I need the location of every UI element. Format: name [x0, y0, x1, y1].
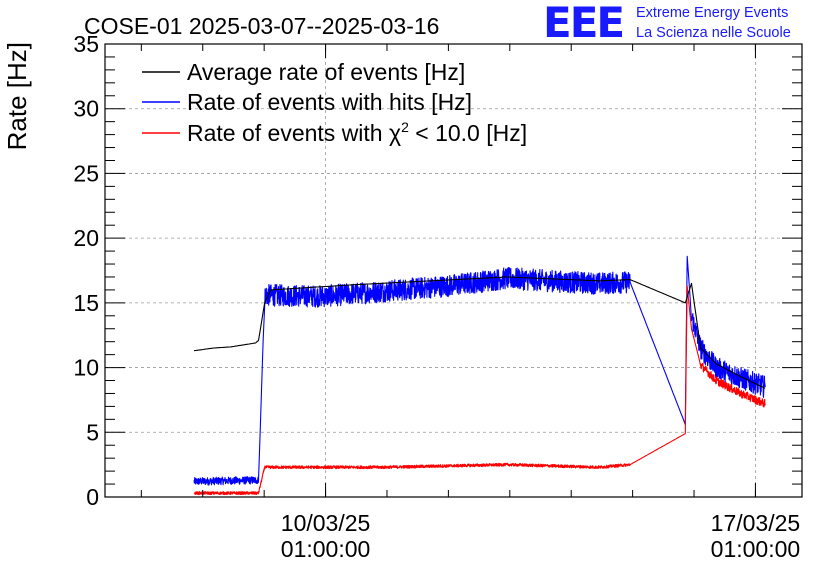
- legend-label-hits: Rate of events with hits [Hz]: [187, 89, 472, 115]
- org-name-line2: La Scienza nelle Scuole: [636, 25, 791, 41]
- legend-label-chi2-rest: < 10.0 [Hz]: [409, 120, 527, 146]
- plot-frame: [104, 43, 803, 498]
- y-tick-label: 25: [73, 160, 99, 186]
- y-axis-label: Rate [Hz]: [2, 42, 32, 150]
- series-line-1: [193, 255, 766, 486]
- y-tick-label: 15: [73, 290, 99, 316]
- y-tick-label: 5: [86, 419, 99, 445]
- y-axis: 0 5 10 15 20 25 30 35: [73, 31, 802, 510]
- y-tick-label: 35: [73, 31, 99, 57]
- y-tick-label: 10: [73, 355, 99, 381]
- legend-label-chi2-sup: 2: [401, 119, 409, 135]
- legend-label-average: Average rate of events [Hz]: [187, 59, 465, 85]
- legend: Average rate of events [Hz] Rate of even…: [142, 59, 527, 146]
- legend-label-chi2: Rate of events with χ2 < 10.0 [Hz]: [187, 119, 527, 146]
- eee-logo: EEE: [543, 0, 625, 47]
- series-line-2: [193, 285, 766, 496]
- x-tick-label-date: 10/03/25: [281, 510, 371, 536]
- x-tick-label-time: 01:00:00: [281, 536, 371, 562]
- org-name-line1: Extreme Energy Events: [636, 5, 789, 21]
- legend-label-chi2-main: Rate of events with χ: [187, 120, 401, 146]
- series-line-0: [193, 276, 766, 389]
- y-tick-label: 30: [73, 96, 99, 122]
- grid: [105, 44, 802, 497]
- y-tick-label: 20: [73, 225, 99, 251]
- x-tick-label-date: 17/03/25: [711, 510, 801, 536]
- chart-title: COSE-01 2025-03-07--2025-03-16: [84, 13, 439, 39]
- y-tick-label: 0: [86, 484, 99, 510]
- x-tick-label-time: 01:00:00: [711, 536, 801, 562]
- series-layer: [193, 255, 766, 496]
